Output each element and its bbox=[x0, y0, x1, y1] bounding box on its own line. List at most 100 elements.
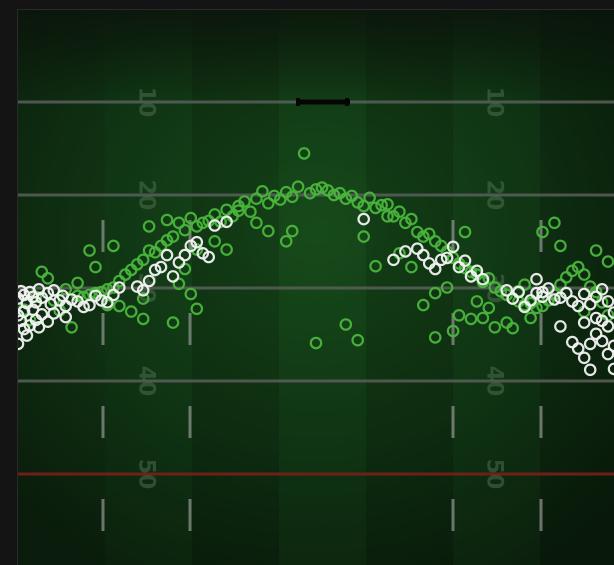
scatter-point-white bbox=[178, 248, 192, 262]
scatter-point-green bbox=[220, 203, 233, 217]
scatter-point-white bbox=[41, 286, 55, 300]
scatter-point-green bbox=[601, 255, 614, 268]
scatter-point-white bbox=[142, 274, 156, 288]
scatter-point-white bbox=[536, 285, 549, 299]
scatter-point-white bbox=[83, 298, 96, 312]
scatter-point-white bbox=[166, 270, 180, 283]
scatter-point-green bbox=[208, 235, 221, 248]
scatter-point-green bbox=[107, 281, 120, 294]
scatter-point-white bbox=[77, 300, 90, 314]
yard-number-label: 40 bbox=[482, 366, 507, 397]
scatter-point-green bbox=[148, 246, 162, 259]
yard-number-label: 10 bbox=[482, 87, 507, 118]
yard-number-label: 40 bbox=[134, 366, 159, 397]
scatter-point-green bbox=[381, 198, 394, 211]
scatter-point-white bbox=[434, 253, 448, 267]
yard-number-label: 20 bbox=[134, 180, 159, 211]
scatter-point-green bbox=[405, 212, 418, 226]
scatter-point-green bbox=[178, 223, 192, 237]
field-top-shade bbox=[18, 10, 614, 100]
yard-number-label: 50 bbox=[134, 459, 159, 490]
scatter-point-green bbox=[482, 271, 496, 285]
scatter-point-green bbox=[422, 227, 436, 241]
scatter-point-white bbox=[32, 320, 46, 334]
scatter-point-white bbox=[565, 335, 579, 349]
scatter-point-green bbox=[476, 311, 490, 325]
scatter-point-white bbox=[589, 327, 603, 341]
scatter-point-green bbox=[297, 147, 311, 160]
scatter-point-white bbox=[26, 303, 40, 316]
scatter-point-green bbox=[339, 318, 353, 331]
scatter-point-green bbox=[416, 230, 430, 243]
scatter-point-white bbox=[458, 254, 472, 268]
scatter-point-green bbox=[589, 285, 603, 299]
scatter-point-white bbox=[59, 310, 72, 324]
scatter-point-green bbox=[452, 308, 466, 322]
scatter-point-white bbox=[589, 290, 603, 304]
scatter-point-white bbox=[399, 245, 412, 258]
scatter-point-green bbox=[518, 278, 531, 291]
scatter-point-white bbox=[101, 295, 114, 309]
scatter-point-white bbox=[595, 314, 609, 328]
scatter-point-green bbox=[554, 239, 567, 253]
scatter-point-green bbox=[446, 324, 460, 338]
scatter-point-white bbox=[601, 347, 614, 361]
scatter-point-white bbox=[47, 283, 61, 297]
scatter-point-white bbox=[446, 240, 460, 254]
scatter-point-green bbox=[142, 244, 156, 257]
scatter-point-green bbox=[458, 225, 472, 239]
scatter-point-green bbox=[571, 260, 585, 274]
scatter-point-green bbox=[190, 302, 204, 316]
scatter-point-green bbox=[250, 216, 263, 230]
scatter-point-green bbox=[279, 235, 293, 248]
goal-post-cap bbox=[345, 98, 349, 106]
scatter-point-green bbox=[351, 333, 364, 347]
scatter-point-green bbox=[589, 244, 603, 257]
scatter-point-white bbox=[428, 262, 442, 276]
scatter-point-green bbox=[393, 205, 406, 218]
scatter-point-green bbox=[500, 316, 513, 329]
scatter-point-white bbox=[220, 215, 233, 229]
scatter-point-white bbox=[554, 320, 567, 333]
scatter-point-green bbox=[369, 259, 382, 273]
scatter-point-white bbox=[470, 264, 484, 278]
scatter-point-green bbox=[160, 213, 174, 227]
scatter-point-green bbox=[357, 199, 370, 213]
scatter-point-white bbox=[154, 260, 168, 274]
hash-marks bbox=[101, 220, 543, 531]
scatter-point-green bbox=[244, 205, 257, 218]
scatter-point-white bbox=[172, 256, 186, 269]
scatter-point-white bbox=[208, 219, 221, 232]
scatter-point-green bbox=[166, 316, 180, 329]
scatter-point-green bbox=[107, 239, 120, 253]
scatter-point-green bbox=[184, 211, 198, 225]
scatter-point-green bbox=[232, 199, 245, 213]
scatter-point-green bbox=[65, 320, 78, 334]
scatter-point-green bbox=[530, 301, 543, 315]
scatter-point-white bbox=[357, 212, 370, 226]
scatter-point-white bbox=[18, 337, 25, 351]
yard-number-label: 10 bbox=[134, 87, 159, 118]
scatter-point-green bbox=[536, 225, 549, 239]
scatter-point-white bbox=[18, 305, 31, 318]
scatter-point-green bbox=[220, 243, 233, 256]
scatter-point-green bbox=[261, 224, 275, 238]
scatter-point-white bbox=[559, 286, 573, 300]
scatter-point-green bbox=[428, 331, 442, 344]
scatter-point-white bbox=[416, 248, 430, 262]
scatter-point-green bbox=[488, 320, 502, 334]
scatter-point-green bbox=[136, 312, 150, 326]
scatter-point-white bbox=[595, 334, 609, 348]
scatter-point-white bbox=[583, 363, 597, 377]
scatter-point-green bbox=[190, 220, 204, 233]
scatter-point-green bbox=[59, 282, 72, 296]
scatter-point-white bbox=[577, 287, 591, 301]
scatter-point-green bbox=[464, 312, 478, 326]
scatter-point-green bbox=[339, 192, 353, 205]
scatter-point-white bbox=[41, 315, 55, 328]
scatter-point-green bbox=[291, 180, 305, 193]
scatter-point-white bbox=[500, 283, 513, 297]
scatter-point-white bbox=[536, 290, 549, 304]
scatter-point-green bbox=[303, 186, 317, 200]
